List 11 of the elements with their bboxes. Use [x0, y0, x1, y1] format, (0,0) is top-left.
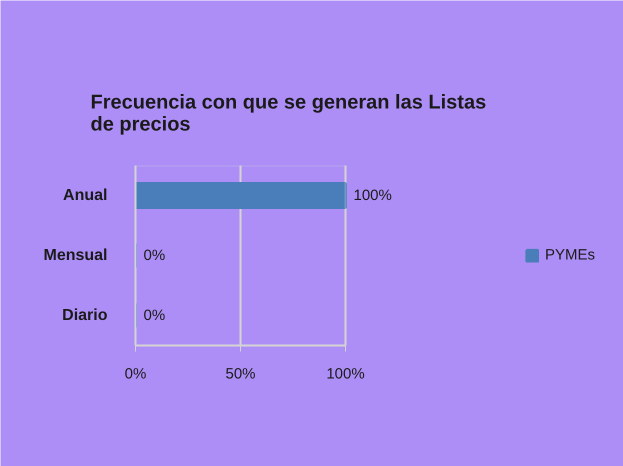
y-tick-label: Anual [63, 187, 108, 204]
y-tick-label: Mensual [43, 247, 108, 264]
legend-label: PYMEs [544, 246, 595, 264]
chart-title: Frecuencia con que se generan las Listas de precios [90, 92, 486, 136]
x-tick-label: 50% [225, 366, 256, 382]
data-label: 0% [144, 247, 166, 264]
data-label: 100% [354, 187, 392, 204]
x-tick-label: 0% [124, 366, 146, 382]
data-label: 0% [144, 307, 166, 324]
x-tick-label: 100% [326, 366, 365, 382]
y-tick-label: Diario [62, 307, 108, 324]
